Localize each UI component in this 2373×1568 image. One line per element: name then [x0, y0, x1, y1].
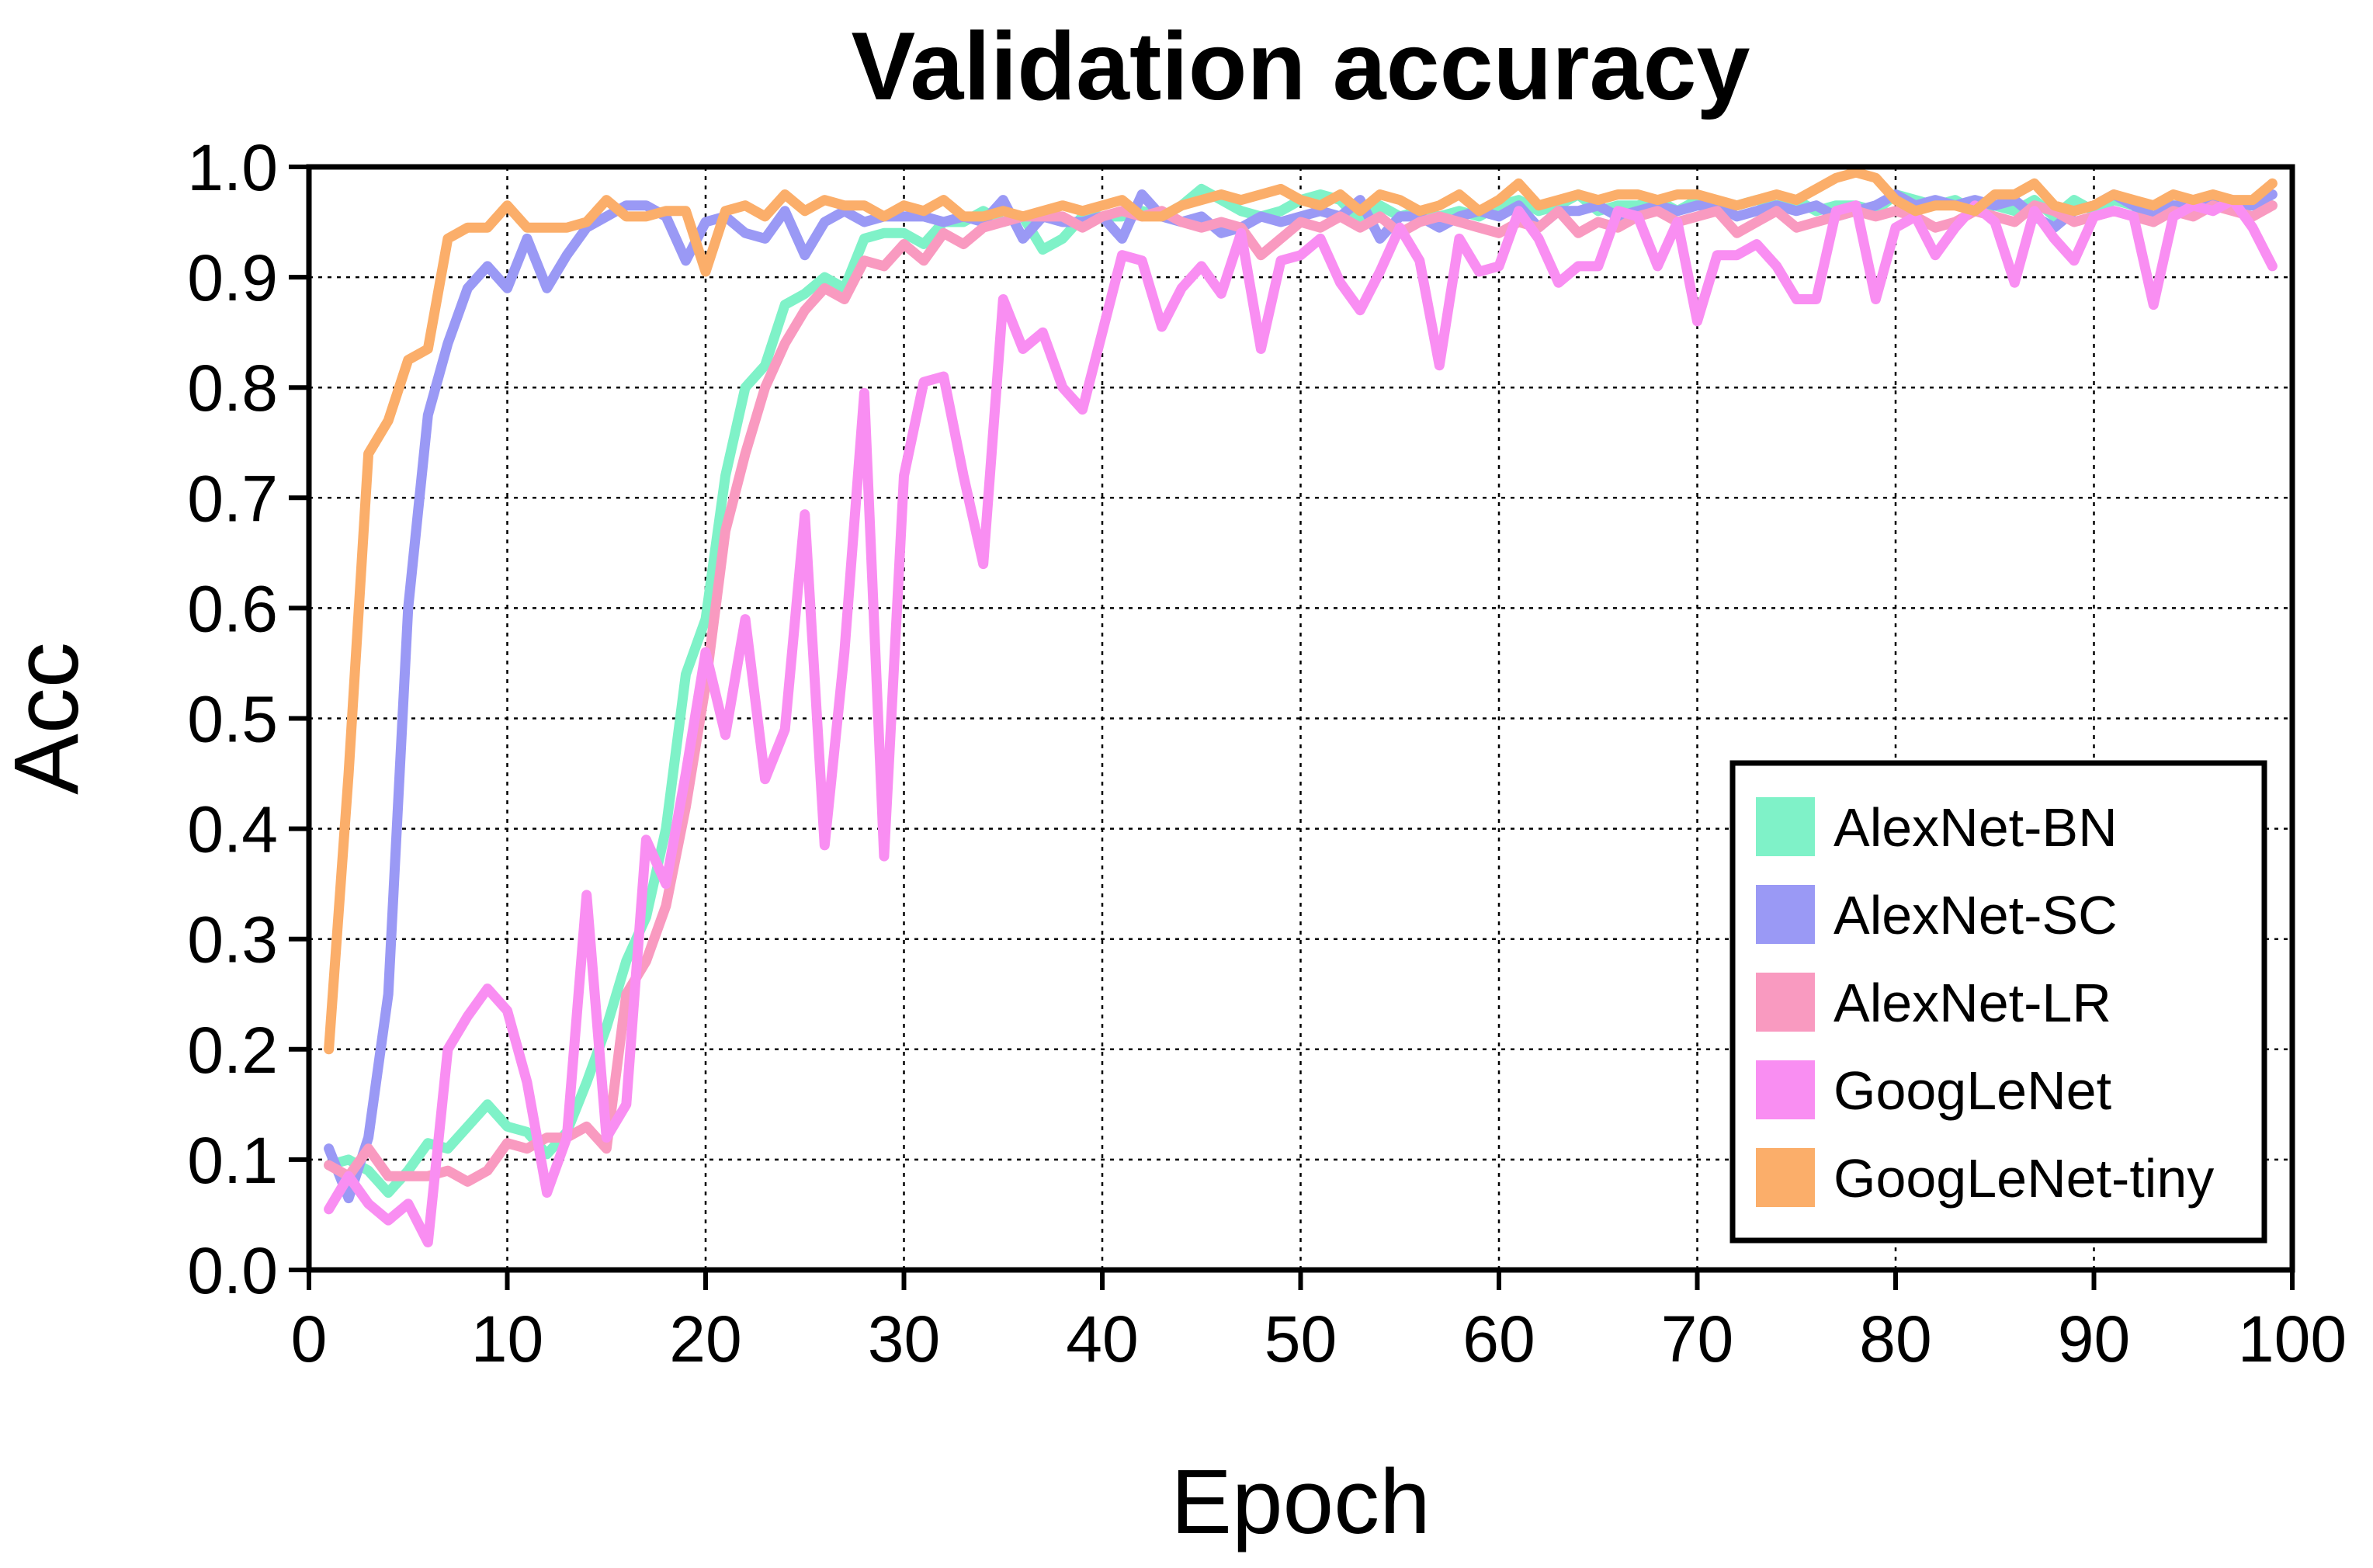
y-tick-label: 0.7 — [187, 462, 278, 535]
legend-swatch — [1756, 1148, 1815, 1207]
x-tick-label: 50 — [1265, 1303, 1337, 1375]
legend-swatch — [1756, 973, 1815, 1032]
legend-swatch — [1756, 797, 1815, 856]
x-axis-label: Epoch — [1171, 1451, 1431, 1553]
grid — [309, 165, 2292, 1270]
legend: AlexNet-BN AlexNet-SC AlexNet-LR GoogLeNet G… — [1729, 760, 2267, 1244]
x-tick-label: 10 — [471, 1303, 543, 1375]
legend-label: AlexNet-SC — [1834, 885, 2118, 945]
legend-label: GoogLeNet-tiny — [1834, 1148, 2214, 1209]
y-tick-label: 0.2 — [187, 1014, 278, 1087]
y-tick-label: 0.3 — [187, 904, 278, 977]
x-tick-label: 80 — [1859, 1303, 1931, 1375]
axis-ticks: 0 10 20 30 40 50 60 70 80 90 100 0.0 0.1 0.2 0.3 0.4 0.5… — [187, 131, 2347, 1375]
y-tick-label: 0.8 — [187, 352, 278, 425]
y-tick-label: 0.6 — [187, 572, 278, 645]
legend-label: AlexNet-BN — [1834, 797, 2118, 858]
chart-title: Validation accuracy — [852, 13, 1750, 120]
x-tick-label: 70 — [1661, 1303, 1733, 1375]
x-tick-label: 20 — [669, 1303, 741, 1375]
y-tick-label: 0.0 — [187, 1234, 278, 1307]
y-tick-label: 0.5 — [187, 683, 278, 756]
x-tick-label: 30 — [868, 1303, 940, 1375]
x-tick-label: 90 — [2058, 1303, 2130, 1375]
y-tick-label: 1.0 — [187, 131, 278, 204]
legend-box — [1729, 760, 2267, 1244]
y-axis-label: Acc — [0, 642, 98, 795]
y-tick-label: 0.9 — [187, 241, 278, 314]
legend-swatch — [1756, 1060, 1815, 1119]
legend-label: AlexNet-LR — [1834, 973, 2111, 1033]
y-tick-label: 0.4 — [187, 793, 278, 866]
series-lines — [324, 167, 2278, 1247]
legend-swatch — [1756, 885, 1815, 944]
series-line-alexnet-lr — [324, 200, 2278, 1187]
legend-label: GoogLeNet — [1834, 1060, 2111, 1121]
x-tick-label: 0 — [291, 1303, 328, 1375]
series-line-googlenet — [324, 195, 2278, 1247]
series-line-googlenet-tiny — [324, 167, 2278, 1055]
x-tick-label: 60 — [1462, 1303, 1535, 1375]
x-tick-label: 40 — [1066, 1303, 1138, 1375]
x-tick-label: 100 — [2238, 1303, 2347, 1375]
y-tick-label: 0.1 — [187, 1124, 278, 1197]
